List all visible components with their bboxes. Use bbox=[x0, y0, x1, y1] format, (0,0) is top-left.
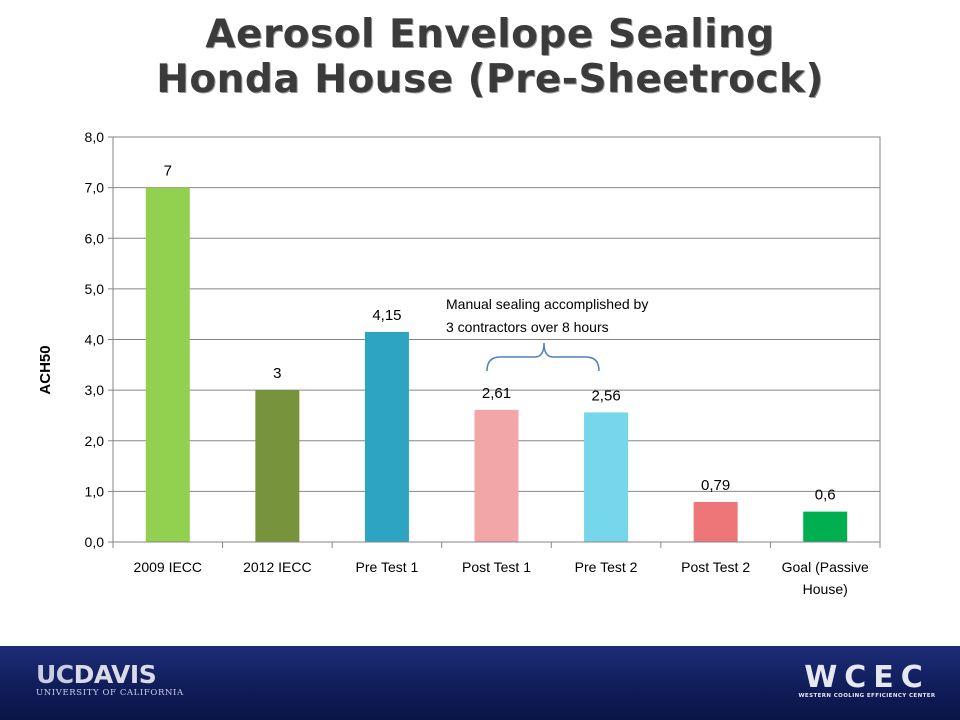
bar bbox=[255, 390, 300, 542]
y-tick-label: 0,0 bbox=[85, 534, 105, 550]
bar bbox=[584, 412, 629, 542]
annotation-line-1: Manual sealing accomplished by bbox=[446, 296, 648, 312]
bar bbox=[474, 409, 519, 542]
data-label: 0,6 bbox=[815, 487, 836, 504]
data-label: 2,61 bbox=[482, 385, 511, 402]
data-label: 7 bbox=[164, 163, 172, 180]
data-label: 4,15 bbox=[372, 307, 401, 324]
y-tick-label: 4,0 bbox=[85, 332, 105, 348]
y-tick-label: 3,0 bbox=[85, 382, 105, 398]
x-tick-label: Pre Test 2 bbox=[575, 559, 638, 575]
data-label: 2,56 bbox=[591, 387, 620, 404]
sealing-annotation: Manual sealing accomplished by 3 contrac… bbox=[446, 296, 648, 372]
y-tick-label: 5,0 bbox=[85, 281, 105, 297]
y-tick-label: 7,0 bbox=[85, 180, 105, 196]
title-line-1: Aerosol Envelope Sealing bbox=[205, 12, 775, 57]
uc-davis-logo: UCDAVIS UNIVERSITY OF CALIFORNIA bbox=[36, 660, 184, 699]
footer-band: UCDAVIS UNIVERSITY OF CALIFORNIA WCEC WE… bbox=[0, 646, 960, 720]
bar bbox=[693, 502, 738, 542]
y-axis-title: ACH50 bbox=[37, 345, 54, 394]
x-tick-label: Pre Test 1 bbox=[356, 559, 419, 575]
y-tick-label: 1,0 bbox=[85, 483, 105, 499]
chart-title: Aerosol Envelope Sealing Honda House (Pr… bbox=[0, 12, 960, 102]
x-tick-label: Post Test 2 bbox=[681, 559, 750, 575]
title-line-2: Honda House (Pre-Sheetrock) bbox=[156, 57, 824, 102]
bar bbox=[803, 511, 848, 542]
x-tick-label: 2009 IECC bbox=[134, 559, 202, 575]
x-tick-label: House) bbox=[803, 581, 848, 597]
data-label: 0,79 bbox=[701, 477, 730, 494]
labels: 0,0 1,0 2,0 3,0 4,0 5,0 6,0 7,0 8,0 7 2009 IECC 3 20… bbox=[85, 129, 869, 597]
annotation-line-2: 3 contractors over 8 hours bbox=[446, 319, 609, 335]
x-tick-label: Goal (Passive bbox=[782, 559, 869, 575]
bar-chart: 0,0 1,0 2,0 3,0 4,0 5,0 6,0 7,0 8,0 7 2009 IECC 3 20… bbox=[37, 129, 881, 597]
y-tick-label: 6,0 bbox=[85, 230, 105, 246]
bar bbox=[364, 331, 409, 542]
x-tick-label: Post Test 1 bbox=[462, 559, 531, 575]
y-tick-label: 2,0 bbox=[85, 433, 105, 449]
y-tick-label: 8,0 bbox=[85, 129, 105, 145]
bar bbox=[145, 187, 190, 542]
data-label: 3 bbox=[273, 365, 281, 382]
annotation-bracket bbox=[486, 342, 600, 372]
bars bbox=[145, 187, 848, 542]
axes bbox=[108, 136, 881, 548]
wcec-logo: WCEC WESTERN COOLING EFFICIENCY CENTER bbox=[798, 660, 936, 700]
x-tick-label: 2012 IECC bbox=[243, 559, 311, 575]
